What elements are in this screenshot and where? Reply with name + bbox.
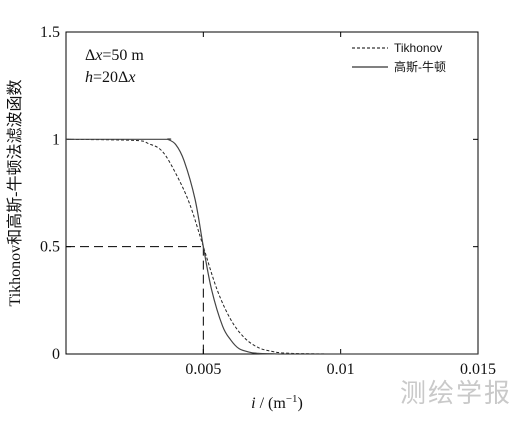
y-tick-label: 1.5 (40, 24, 60, 41)
legend-label-tikhonov: Tikhonov (394, 41, 442, 55)
legend-label-gauss-newton: 高斯-牛顿 (394, 59, 446, 74)
series-layer (65, 138, 478, 355)
y-tick-label: 0.5 (40, 239, 60, 256)
series-line-gauss-newton (66, 138, 478, 355)
axis-ticks: 0.005 0.01 0.015 0 0.5 1 1.5 (40, 24, 496, 378)
annotation-dx: Δx=50 m (85, 47, 144, 64)
x-tick-label: 0.015 (460, 361, 496, 378)
watermark: 测绘学报 (400, 379, 512, 409)
y-axis-title: Tikhonov和高斯-牛顿法滤波函数 (6, 80, 24, 307)
annotation-h: h=20Δx (85, 69, 135, 86)
y-tick-label: 0 (52, 346, 60, 363)
y-tick-label: 1 (52, 131, 60, 148)
x-axis-title: i / (m−1) (251, 393, 303, 412)
x-tick-label: 0.005 (185, 361, 221, 378)
legend: Tikhonov 高斯-牛顿 (352, 41, 446, 74)
x-tick-label: 0.01 (327, 361, 355, 378)
series-line-tikhonov (65, 138, 478, 355)
